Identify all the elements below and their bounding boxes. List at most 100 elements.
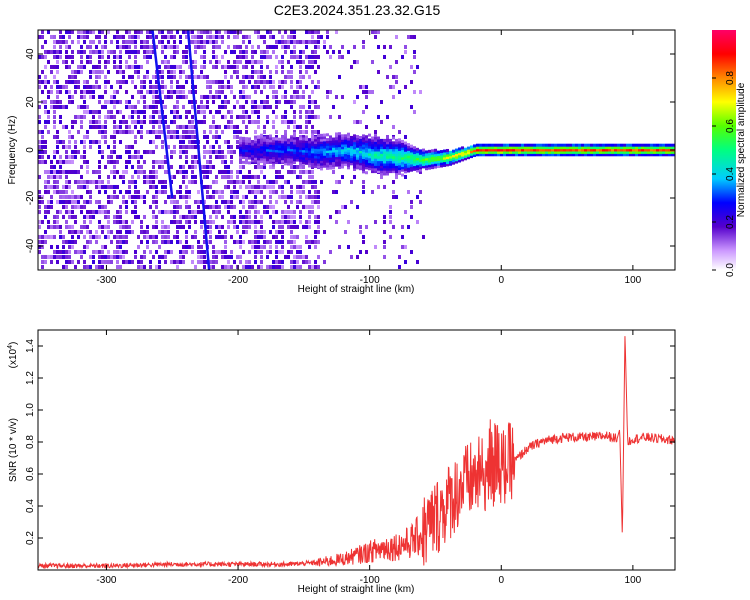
heatmap-signal-cell <box>326 164 329 168</box>
heatmap-cell <box>38 200 41 204</box>
heatmap-signal-cell <box>347 149 350 153</box>
heatmap-cell <box>275 105 278 109</box>
heatmap-cell <box>257 110 260 114</box>
heatmap-cell <box>62 255 65 259</box>
heatmap-cell <box>224 155 227 159</box>
heatmap-signal-cell <box>287 157 290 161</box>
heatmap-cell <box>203 65 206 69</box>
heatmap-cell <box>248 60 251 64</box>
heatmap-cell <box>149 105 152 109</box>
heatmap-cell <box>212 80 215 84</box>
heatmap-cell <box>395 175 398 179</box>
heatmap-signal-cell <box>362 168 365 172</box>
heatmap-cell <box>146 90 149 94</box>
heatmap-signal-cell <box>275 156 278 160</box>
heatmap-cell <box>170 75 173 79</box>
heatmap-signal-cell <box>584 143 587 147</box>
heatmap-signal-cell <box>326 154 329 158</box>
heatmap-signal-cell <box>281 145 284 149</box>
heatmap-cell <box>86 170 89 174</box>
heatmap-signal-cell <box>395 146 398 150</box>
heatmap-cell <box>92 215 95 219</box>
heatmap-signal-cell <box>275 142 278 146</box>
heatmap-cell <box>65 45 68 49</box>
heatmap-cell <box>284 180 287 184</box>
heatmap-cell <box>98 210 101 214</box>
heatmap-signal-cell <box>257 138 260 142</box>
heatmap-signal-cell <box>527 143 530 147</box>
heatmap-signal-cell <box>482 150 485 154</box>
heatmap-cell <box>125 220 128 224</box>
heatmap-cell <box>395 35 398 39</box>
heatmap-cell <box>119 220 122 224</box>
heatmap-cell <box>161 30 164 34</box>
heatmap-cell <box>296 190 299 194</box>
heatmap-cell <box>38 250 41 254</box>
heatmap-cell <box>116 40 119 44</box>
heatmap-signal-cell <box>323 162 326 166</box>
heatmap-signal-cell <box>482 146 485 150</box>
heatmap-cell <box>308 60 311 64</box>
heatmap-cell <box>260 165 263 169</box>
heatmap-cell <box>56 100 59 104</box>
heatmap-cell <box>278 220 281 224</box>
heatmap-signal-cell <box>650 148 653 152</box>
heatmap-cell <box>191 260 194 264</box>
heatmap-signal-cell <box>473 149 476 153</box>
heatmap-signal-cell <box>305 154 308 158</box>
heatmap-signal-cell <box>353 134 356 138</box>
heatmap-cell <box>185 115 188 119</box>
heatmap-cell <box>53 180 56 184</box>
heatmap-cell <box>275 135 278 139</box>
heatmap-cell <box>245 195 248 199</box>
heatmap-cell <box>263 245 266 249</box>
heatmap-cell <box>302 40 305 44</box>
heatmap-cell <box>299 130 302 134</box>
heatmap-cell <box>83 85 86 89</box>
heatmap-signal-cell <box>416 164 419 168</box>
heatmap-cell <box>53 125 56 129</box>
heatmap-cell <box>209 215 212 219</box>
heatmap-cell <box>356 60 359 64</box>
heatmap-signal-cell <box>272 137 275 141</box>
heatmap-cell <box>386 115 389 119</box>
heatmap-cell <box>173 210 176 214</box>
heatmap-cell <box>362 235 365 239</box>
heatmap-cell <box>266 105 269 109</box>
heatmap-signal-cell <box>665 150 668 154</box>
heatmap-signal-cell <box>446 160 449 164</box>
heatmap-signal-cell <box>293 146 296 150</box>
heatmap-cell <box>218 235 221 239</box>
heatmap-cell <box>98 100 101 104</box>
heatmap-cell <box>212 40 215 44</box>
heatmap-signal-cell <box>665 153 668 157</box>
heatmap-cell <box>83 80 86 84</box>
heatmap-cell <box>287 215 290 219</box>
heatmap-signal-cell <box>338 141 341 145</box>
heatmap-cell <box>236 170 239 174</box>
colorbar-label: Normalized spectral amplitude <box>736 82 747 217</box>
heatmap-signal-cell <box>377 160 380 164</box>
heatmap-cell <box>113 185 116 189</box>
heatmap-cell <box>98 150 101 154</box>
heatmap-cell <box>53 170 56 174</box>
heatmap-cell <box>41 200 44 204</box>
heatmap-signal-cell <box>515 150 518 154</box>
heatmap-cell <box>149 30 152 34</box>
heatmap-cell <box>143 195 146 199</box>
heatmap-cell <box>272 235 275 239</box>
heatmap-cell <box>167 35 170 39</box>
heatmap-cell <box>224 230 227 234</box>
heatmap-signal-cell <box>353 139 356 143</box>
heatmap-cell <box>236 70 239 74</box>
heatmap-signal-cell <box>671 143 674 147</box>
heatmap-signal-cell <box>293 143 296 147</box>
heatmap-cell <box>173 130 176 134</box>
heatmap-cell <box>98 250 101 254</box>
heatmap-signal-cell <box>431 166 434 170</box>
heatmap-cell <box>212 265 215 269</box>
heatmap-cell <box>77 85 80 89</box>
heatmap-cell <box>275 260 278 264</box>
heatmap-cell <box>101 95 104 99</box>
heatmap-signal-cell <box>377 158 380 162</box>
